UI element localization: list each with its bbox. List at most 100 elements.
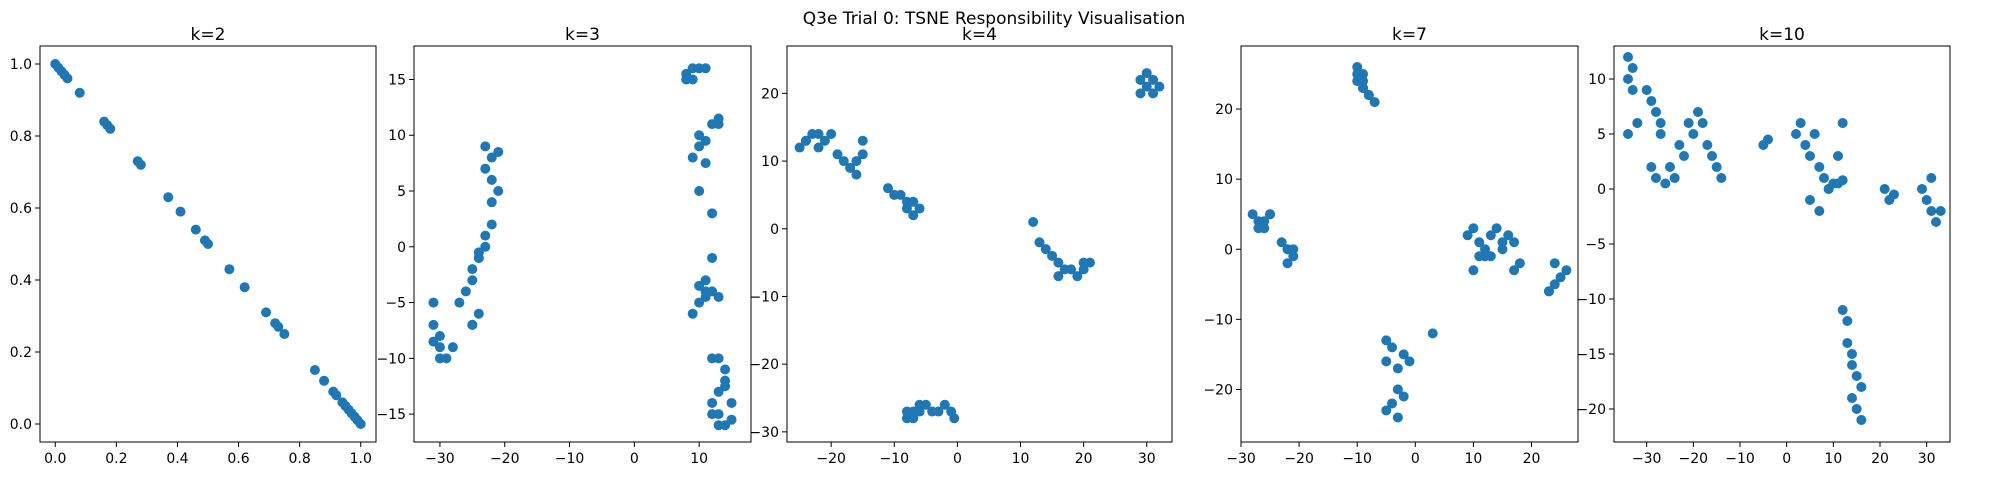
y-tick-label: 0 [1597, 182, 1606, 198]
scatter-point [1491, 223, 1502, 234]
y-tick-label: 0.2 [10, 345, 32, 361]
scatter-point [713, 291, 724, 302]
scatter-point [486, 152, 497, 163]
scatter-point [1856, 415, 1867, 425]
scatter-point [1688, 129, 1699, 139]
scatter-point [908, 196, 919, 207]
scatter-panel-3: −20 −10 0 10 20 30 −30 −20 −10 0 10 20 k=4 [749, 25, 1173, 467]
scatter-point [1369, 97, 1380, 108]
panel-title: k=7 [1392, 25, 1427, 45]
axes-frame [786, 45, 1173, 443]
scatter-point [949, 413, 960, 424]
scatter-point [1646, 162, 1657, 172]
y-tick-label: −10 [376, 351, 406, 367]
scatter-point [1497, 244, 1508, 255]
scatter-point [1474, 251, 1485, 262]
scatter-point [1398, 391, 1409, 402]
y-tick-label: 0.0 [10, 417, 32, 433]
scatter-point [1921, 195, 1932, 205]
x-tick-label: 0 [1782, 451, 1791, 467]
scatter-point [1427, 328, 1438, 339]
scatter-point [1084, 257, 1095, 268]
scatter-point [838, 156, 849, 167]
scatter-point [1404, 356, 1415, 367]
scatter-point [493, 146, 504, 157]
x-tick-label: 20 [1871, 451, 1889, 467]
scatter-point [1660, 178, 1671, 189]
scatter-point [1259, 216, 1270, 227]
scatter-point [1549, 279, 1560, 290]
x-tick-label: −30 [1226, 451, 1256, 467]
scatter-point [434, 342, 445, 353]
scatter-point [493, 186, 504, 197]
panel-title: k=2 [191, 25, 226, 45]
scatter-point [713, 119, 724, 130]
scatter-point [1358, 83, 1369, 94]
scatter-point [190, 224, 201, 235]
scatter-point [1398, 349, 1409, 360]
scatter-point [1651, 173, 1661, 183]
scatter-point [1503, 230, 1514, 241]
scatter-point [74, 87, 85, 98]
scatter-point [901, 203, 912, 214]
y-tick-label: 0.6 [10, 201, 32, 217]
scatter-point [454, 297, 465, 308]
scatter-point [1135, 88, 1146, 99]
scatter-point [480, 230, 491, 241]
scatter-point [1842, 338, 1853, 348]
scatter-point [726, 397, 737, 408]
scatter-point [1837, 118, 1848, 128]
x-tick-label: −20 [816, 451, 846, 467]
scatter-point [480, 163, 491, 174]
scatter-point [1253, 223, 1264, 234]
y-tick-label: −20 [749, 357, 779, 373]
axes-frame [1613, 45, 1951, 443]
y-tick-label: −20 [1203, 382, 1233, 398]
x-tick-label: 0.2 [105, 451, 127, 467]
scatter-point [794, 142, 805, 153]
scatter-point [203, 239, 213, 249]
scatter-point [700, 135, 711, 146]
scatter-point [175, 206, 186, 217]
scatter-point [1641, 85, 1652, 95]
scatter-point [473, 252, 484, 263]
scatter-point [1814, 162, 1825, 172]
scatter-point [224, 264, 235, 275]
y-tick-label: 20 [1215, 102, 1233, 118]
scatter-point [1381, 335, 1392, 346]
scatter-point [687, 74, 698, 85]
scatter-point [1851, 404, 1862, 414]
x-tick-label: −20 [490, 451, 520, 467]
scatter-point [1879, 184, 1890, 194]
y-tick-label: −15 [376, 407, 406, 423]
scatter-panel-4: −30 −20 −10 0 10 20 −20 −10 0 10 20 k=7 [1203, 25, 1579, 467]
x-tick-label: −30 [425, 451, 455, 467]
x-tick-label: −30 [1632, 451, 1662, 467]
scatter-point [895, 189, 906, 200]
scatter-point [813, 129, 824, 139]
scatter-point [1034, 237, 1045, 248]
scatter-point [1392, 384, 1403, 395]
scatter-point [1763, 134, 1773, 145]
scatter-point [428, 336, 439, 347]
scatter-point [473, 308, 484, 319]
scatter-point [914, 203, 925, 214]
scatter-point [1889, 189, 1899, 200]
scatter-point [694, 186, 705, 197]
scatter-point [163, 192, 174, 203]
scatter-point [1053, 271, 1064, 282]
x-tick-label: 30 [1138, 451, 1156, 467]
scatter-point [707, 208, 718, 219]
scatter-point [1926, 173, 1937, 183]
scatter-point [1623, 129, 1633, 139]
scatter-point [1851, 371, 1862, 381]
y-tick-label: 10 [1215, 172, 1233, 188]
x-tick-label: −10 [1342, 451, 1372, 467]
y-tick-label: −15 [1576, 347, 1606, 363]
scatter-point [1509, 265, 1520, 276]
scatter-point [1707, 151, 1717, 161]
scatter-point [1665, 162, 1675, 172]
scatter-point [1247, 209, 1258, 220]
scatter-point [1078, 264, 1089, 275]
scatter-point [1282, 258, 1293, 269]
